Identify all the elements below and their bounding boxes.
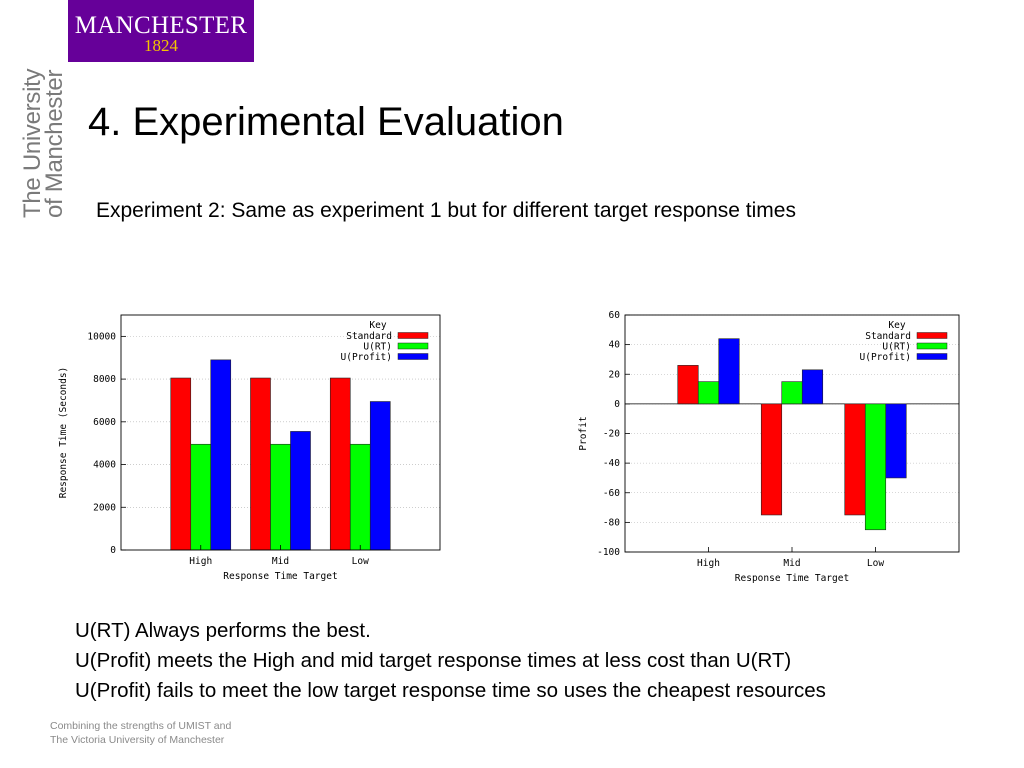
bullet-item-1: U(RT) Always performs the best. [75,619,371,642]
bar-uprofit-low [369,401,391,551]
bar-uprofit-low [885,403,907,479]
x-tick-label: Low [867,558,884,569]
legend-label: U(Profit) [341,352,392,363]
legend-title: Key [369,320,386,331]
legend-label: U(RT) [882,342,911,353]
bar-standard-mid [760,403,783,516]
bar-uprofit-mid [801,369,824,405]
legend-swatch [916,353,948,360]
bar-standard-mid [250,377,271,551]
legend-swatch [397,353,429,360]
bar-standard-low [844,403,866,516]
bar-urt-high [697,381,720,405]
bullet-item-2: U(Profit) meets the High and mid target … [75,649,792,672]
university-name-vertical: The University of Manchester [19,58,68,218]
legend-swatch [916,342,948,350]
y-tick-label: -80 [603,517,620,528]
y-tick-label: 0 [614,399,620,410]
y-tick-label: 40 [609,340,621,351]
x-tick-label: High [189,556,212,567]
bar-urt-mid [270,443,291,551]
x-tick-label: High [697,558,720,569]
y-tick-label: 0 [110,545,116,556]
response-time-chart-svg: 0 2000 4000 6000 8000 10000 High Mid Low Response… [58,314,441,582]
legend-label: U(Profit) [860,352,911,363]
bar-urt-low [864,403,887,531]
bar-standard-low [329,377,351,551]
slide-subtitle: Experiment 2: Same as experiment 1 but f… [96,199,796,222]
x-axis-label: Response Time Target [735,573,849,584]
slide-title: 4. Experimental Evaluation [88,100,564,144]
y-axis-label: Response Time (Seconds) [58,367,69,499]
legend-swatch [397,332,429,339]
legend-label: U(RT) [363,342,392,353]
university-name-line2: of Manchester [41,69,68,218]
profit-chart-svg: -100 -80 -60 -40 -20 0 20 40 60 High Mid Low Respons… [578,310,960,584]
y-axis-label: Profit [578,416,589,450]
bar-uprofit-mid [290,431,311,551]
y-tick-label: 8000 [93,374,116,385]
footer-line-2: The Victoria University of Manchester [50,734,225,746]
y-tick-label: -20 [603,429,620,440]
plot-frame [120,314,441,551]
bullet-list: U(RT) Always performs the best. U(Profit… [75,616,826,706]
bar-uprofit-high [210,359,232,551]
logo-wordmark: MANCHESTER [74,12,248,39]
footer-text: Combining the strengths of UMIST and The… [50,719,231,747]
legend-title: Key [888,320,905,331]
bar-uprofit-high [718,338,740,405]
y-tick-label: 20 [609,369,621,380]
y-tick-label: 60 [609,310,621,321]
response-time-chart: 0 2000 4000 6000 8000 10000 High Mid Low Response… [55,312,445,592]
y-tick-label: 10000 [87,331,116,342]
bar-urt-high [190,443,212,551]
legend-swatch [397,342,429,350]
x-axis-label: Response Time Target [223,571,337,582]
x-tick-label: Mid [783,558,800,569]
footer-line-1: Combining the strengths of UMIST and [50,720,232,732]
x-tick-label: Low [352,556,369,567]
bar-standard-high [170,377,192,551]
plot-frame [624,314,960,553]
x-tick-label: Mid [272,556,289,567]
bar-standard-high [677,365,699,405]
y-tick-label: 6000 [93,417,116,428]
legend-label: Standard [865,331,911,342]
y-tick-label: 2000 [93,502,116,513]
legend-label: Standard [346,331,392,342]
y-tick-label: -60 [603,488,620,499]
y-tick-label: -40 [603,458,620,469]
bullet-item-3: U(Profit) fails to meet the low target r… [75,679,826,702]
y-tick-label: -100 [597,547,620,558]
university-logo: MANCHESTER 1824 [68,0,254,62]
logo-year: 1824 [144,36,178,55]
legend-swatch [916,332,948,339]
bar-urt-low [349,443,371,551]
y-tick-label: 4000 [93,460,116,471]
profit-chart: -100 -80 -60 -40 -20 0 20 40 60 High Mid Low Respons… [575,305,965,590]
bar-urt-mid [781,381,803,405]
